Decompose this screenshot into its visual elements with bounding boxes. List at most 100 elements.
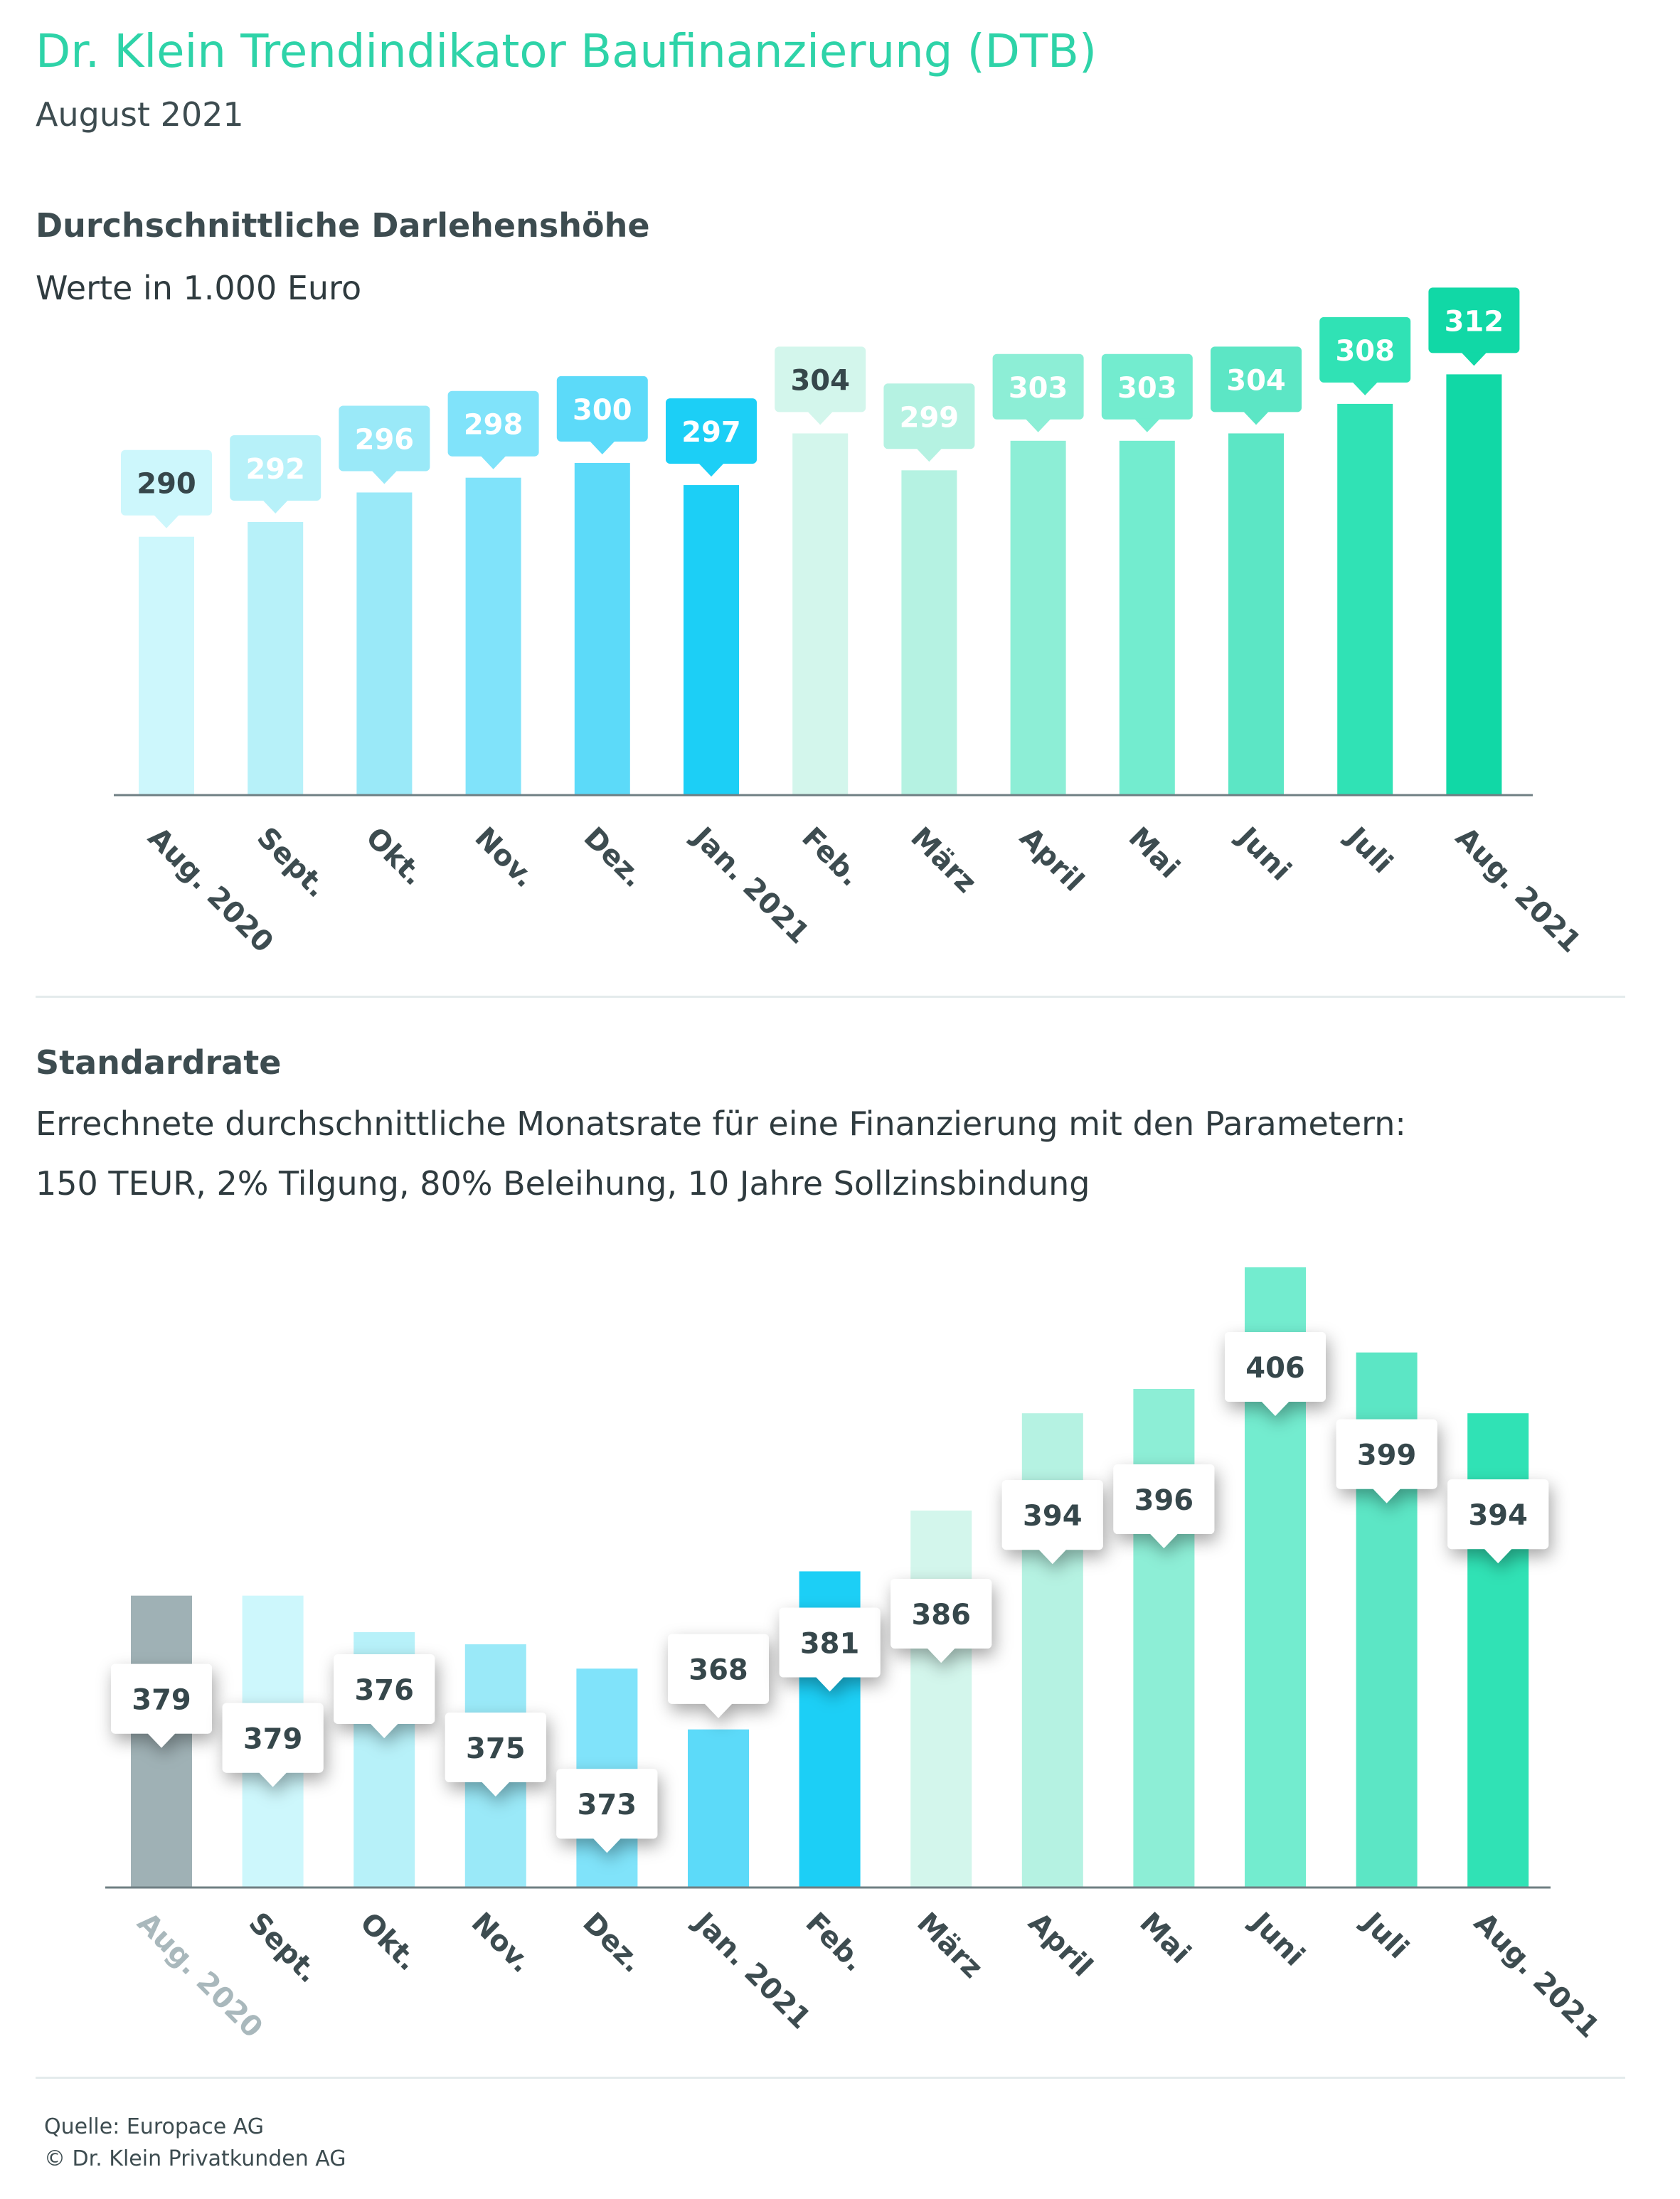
x-tick-label: April [1014,821,1090,898]
data-label [1113,1464,1215,1548]
data-label-value: 399 [1357,1439,1417,1472]
data-label: 292 [230,435,321,513]
data-label: 304 [775,346,866,425]
data-label-value: 376 [354,1674,414,1707]
bar [901,470,957,795]
copyright-note: © Dr. Klein Privatkunden AG [44,2146,346,2171]
x-tick-label: Aug. 2021 [1449,821,1587,959]
svg-text:298: 298 [464,409,523,442]
x-tick-label: März [910,1907,989,1985]
data-label-value: 373 [578,1789,637,1821]
svg-text:299: 299 [900,401,959,434]
x-tick-label: Jan. 2021 [686,1905,817,2035]
data-label-value: 375 [466,1732,526,1765]
svg-text:312: 312 [1445,305,1504,338]
data-label: 303 [1101,353,1193,432]
source-note: Quelle: Europace AG [44,2114,265,2139]
data-label [334,1654,435,1738]
bar [1337,403,1393,795]
page-date: August 2021 [36,95,244,134]
bar [1119,440,1175,795]
data-label: 290 [121,449,212,528]
page-title: Dr. Klein Trendindikator Baufinanzierung… [36,26,1097,78]
bar [1446,374,1502,795]
data-label-value: 368 [689,1654,748,1687]
footer-divider [36,2077,1625,2079]
x-tick-label: Mai [1133,1907,1196,1970]
svg-text:308: 308 [1335,335,1395,368]
bar [792,433,849,795]
x-tick-label: Juni [1230,819,1297,887]
data-label-value: 396 [1134,1484,1194,1517]
svg-text:290: 290 [137,468,196,501]
bar [465,477,521,795]
data-label [890,1578,992,1663]
svg-text:292: 292 [245,453,305,486]
x-tick-label: Feb. [799,1907,871,1979]
svg-text:300: 300 [573,394,632,427]
svg-text:304: 304 [790,364,850,397]
data-label: 300 [556,376,648,454]
x-tick-label: Nov. [469,821,542,895]
x-tick-label: Sept. [250,821,334,905]
svg-text:296: 296 [355,423,415,456]
x-tick-label: Okt. [353,1907,425,1978]
svg-text:297: 297 [681,416,741,449]
section-divider [36,996,1625,998]
bar [910,1510,972,1887]
data-label: 303 [992,353,1084,432]
data-label [222,1703,324,1787]
data-label [445,1713,546,1797]
data-label [779,1607,881,1692]
x-tick-label: April [1022,1907,1099,1984]
data-label-value: 394 [1468,1499,1528,1532]
data-label-value: 379 [243,1723,303,1756]
chart2-heading: Standardrate [36,1043,282,1082]
bar [574,462,630,795]
data-label [1001,1480,1103,1565]
x-tick-label: Sept. [243,1907,326,1990]
data-label-value: 394 [1023,1500,1083,1533]
chart2-desc-line2: 150 TEUR, 2% Tilgung, 80% Beleihung, 10 … [36,1164,1090,1203]
x-tick-label: März [904,821,982,900]
data-label-value: 406 [1245,1352,1305,1385]
x-tick-label: Juli [1339,819,1399,880]
x-tick-label: Feb. [795,821,867,893]
bar [684,485,739,795]
data-label [668,1634,769,1718]
svg-text:303: 303 [1009,372,1068,405]
data-label [1336,1419,1437,1503]
x-tick-label: Dez. [576,1907,649,1979]
x-tick-label: Dez. [578,821,650,894]
x-tick-label: Juni [1243,1905,1311,1972]
bar [688,1729,749,1887]
bar [356,492,413,795]
data-label: 304 [1211,346,1302,425]
data-label [111,1663,212,1748]
svg-text:303: 303 [1117,372,1177,405]
data-label [1225,1332,1326,1416]
bar [1133,1388,1195,1887]
data-label: 296 [339,405,430,484]
bar [1228,433,1284,795]
data-label-value: 379 [132,1684,191,1717]
data-label: 298 [447,390,539,469]
data-label: 297 [666,398,757,477]
bar [139,536,194,795]
x-tick-label: Okt. [359,821,430,893]
x-tick-label: Nov. [465,1907,538,1980]
chart1-unit: Werte in 1.000 Euro [36,269,362,307]
svg-text:304: 304 [1226,364,1286,397]
chart1-heading: Durchschnittliche Darlehenshöhe [36,206,650,245]
data-label [1447,1479,1549,1564]
data-label-value: 381 [800,1627,860,1660]
chart2-desc-line1: Errechnete durchschnittliche Monatsrate … [36,1104,1406,1143]
bar [248,521,304,795]
data-label [556,1769,658,1853]
data-label: 308 [1319,316,1411,395]
data-label-value: 386 [911,1599,971,1631]
x-tick-label: Mai [1122,821,1186,885]
